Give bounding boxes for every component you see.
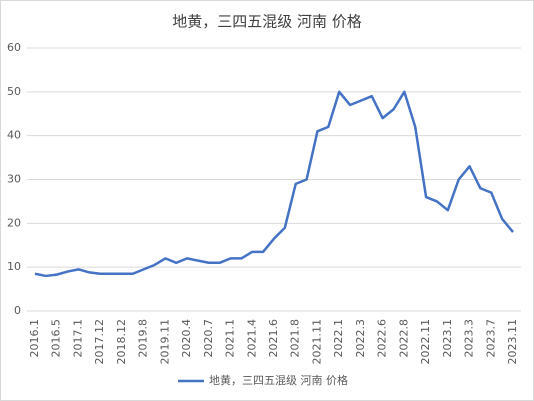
x-tick-label: 2021.11 — [310, 319, 323, 365]
x-tick-label: 2020.4 — [180, 319, 193, 358]
legend-label: 地黄，三四五混级 河南 价格 — [209, 373, 348, 387]
y-tick-label: 20 — [7, 216, 21, 229]
x-tick-label: 2023.11 — [506, 319, 519, 365]
y-tick-label: 0 — [14, 304, 21, 317]
line — [34, 90, 514, 278]
y-tick-label: 10 — [7, 260, 21, 273]
x-tick-label: 2023.7 — [484, 319, 497, 358]
x-tick-label: 2019.8 — [137, 319, 150, 358]
x-tick-label: 2017.1 — [71, 319, 84, 358]
y-tick-label: 30 — [7, 173, 21, 186]
x-tick-label: 2021.4 — [245, 319, 258, 358]
x-tick-label: 2022.8 — [397, 319, 410, 358]
x-tick-label: 2017.12 — [93, 319, 106, 365]
x-tick-label: 2022.11 — [419, 319, 432, 365]
x-tick-label: 2018.12 — [115, 319, 128, 365]
x-tick-label: 2023.1 — [441, 319, 454, 358]
x-tick-label: 2016.1 — [28, 319, 41, 358]
x-tick-label: 2020.7 — [202, 319, 215, 358]
chart-title: 地黄，三四五混级 河南 价格 — [172, 13, 362, 31]
x-tick-label: 2023.3 — [463, 319, 476, 358]
x-tick-label: 2021.8 — [289, 319, 302, 358]
x-tick-label: 2022.6 — [376, 319, 389, 358]
y-tick-label: 40 — [7, 129, 21, 142]
y-tick-label: 50 — [7, 85, 21, 98]
x-tick-label: 2021.1 — [224, 319, 237, 358]
x-tick-label: 2021.6 — [267, 319, 280, 358]
x-tick-label: 2016.5 — [50, 319, 63, 358]
y-tick-label: 60 — [7, 41, 21, 54]
x-tick-label: 2019.11 — [158, 319, 171, 365]
x-tick-label: 2022.1 — [332, 319, 345, 358]
x-tick-label: 2022.3 — [354, 319, 367, 358]
